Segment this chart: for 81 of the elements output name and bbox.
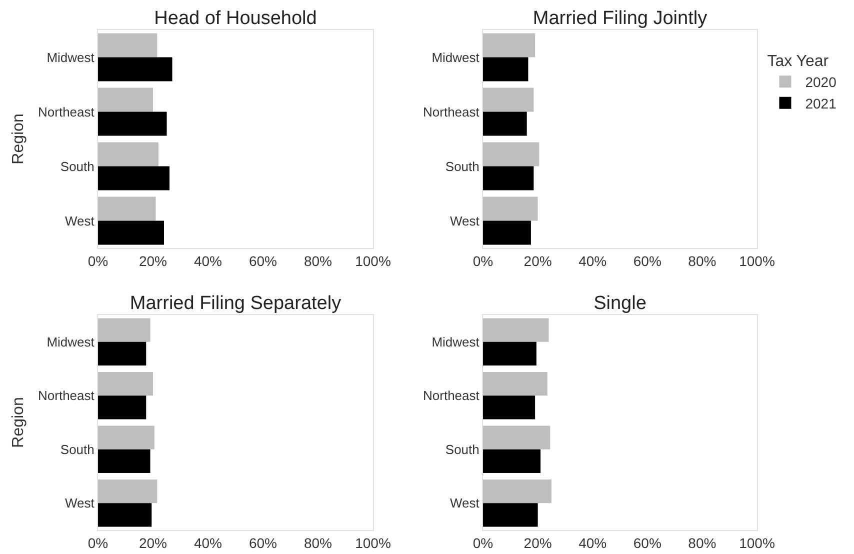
x-tick-label: 100%	[355, 252, 391, 269]
x-tick-label: 0%	[88, 252, 108, 269]
bar	[98, 220, 164, 245]
bar	[483, 196, 538, 221]
y-tick-label: South	[445, 442, 480, 457]
x-tick-label: 20%	[138, 252, 168, 269]
bar	[483, 479, 552, 504]
x-tick-label: 0%	[472, 252, 494, 269]
x-tick-label: 40%	[194, 252, 222, 269]
bar	[483, 112, 527, 136]
bar	[98, 57, 172, 82]
x-tick-label: 60%	[248, 534, 278, 551]
bar	[483, 372, 548, 396]
y-tick-label: West	[450, 496, 480, 511]
x-tick-label: 100%	[355, 534, 391, 551]
legend-title: Tax Year	[767, 53, 830, 70]
bar	[98, 372, 153, 396]
bar	[98, 33, 158, 58]
x-tick-label: 100%	[739, 252, 775, 269]
x-tick-label: 60%	[248, 252, 278, 269]
y-tick-label: Northeast	[423, 388, 480, 404]
y-tick-label: West	[65, 496, 95, 511]
bar	[98, 449, 150, 474]
bar	[483, 426, 550, 450]
y-tick-label: Midwest	[46, 50, 95, 65]
y-axis-title: Region	[10, 397, 27, 448]
x-tick-label: 20%	[524, 534, 552, 551]
bar	[98, 396, 146, 420]
bar	[483, 318, 549, 342]
chart-title: Head of Household	[154, 8, 317, 29]
y-tick-label: South	[60, 442, 94, 457]
x-tick-label: 40%	[578, 252, 607, 269]
legend-label: 2021	[805, 95, 837, 112]
y-tick-label: Northeast	[38, 104, 95, 120]
x-tick-label: 20%	[524, 252, 552, 269]
y-tick-label: West	[450, 213, 480, 228]
bar	[98, 426, 154, 450]
y-tick-label: South	[60, 158, 94, 174]
x-tick-label: 40%	[578, 534, 607, 551]
x-tick-label: 60%	[633, 252, 662, 269]
y-tick-label: South	[445, 158, 480, 174]
x-tick-label: 80%	[304, 252, 332, 269]
chart-title: Single	[594, 293, 646, 314]
bar	[483, 449, 541, 474]
bar	[98, 112, 167, 136]
bar	[98, 318, 150, 342]
y-tick-label: West	[65, 213, 95, 228]
x-tick-label: 100%	[739, 534, 775, 551]
x-tick-label: 0%	[88, 534, 108, 551]
bar	[98, 479, 158, 504]
bar	[483, 33, 536, 58]
bar	[98, 342, 146, 366]
y-tick-label: Midwest	[432, 50, 480, 65]
bar	[483, 503, 538, 527]
bar	[483, 396, 536, 420]
bar	[483, 166, 534, 190]
bar	[483, 342, 536, 366]
bar	[483, 57, 528, 82]
x-tick-label: 80%	[304, 534, 332, 551]
x-tick-label: 0%	[472, 534, 494, 551]
x-tick-label: 60%	[633, 534, 662, 551]
bar	[483, 142, 540, 166]
x-tick-label: 80%	[688, 252, 716, 269]
y-tick-label: Northeast	[423, 104, 480, 120]
bar	[98, 142, 158, 166]
bar	[98, 166, 170, 190]
bar	[483, 88, 534, 112]
legend-label: 2020	[805, 74, 837, 90]
x-tick-label: 80%	[688, 534, 716, 551]
chart-title: Married Filing Separately	[130, 293, 342, 314]
x-tick-label: 40%	[194, 534, 222, 551]
y-tick-label: Midwest	[432, 334, 480, 350]
y-tick-label: Midwest	[46, 334, 95, 350]
bar	[98, 196, 156, 221]
x-tick-label: 20%	[138, 534, 168, 551]
y-axis-title: Region	[10, 114, 27, 164]
bar	[98, 503, 152, 527]
bar	[483, 220, 531, 245]
bar	[98, 88, 153, 112]
y-tick-label: Northeast	[38, 388, 95, 404]
chart-title: Married Filing Jointly	[532, 8, 708, 29]
